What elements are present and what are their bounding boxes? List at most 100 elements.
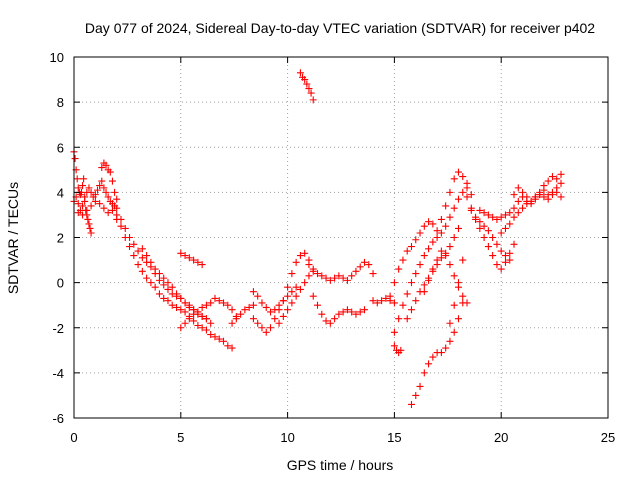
data-point (322, 274, 330, 282)
data-point (326, 319, 334, 327)
data-point (514, 184, 522, 192)
data-point (463, 184, 471, 192)
data-point (151, 265, 159, 273)
data-point (412, 270, 420, 278)
data-point (177, 324, 185, 332)
data-point (429, 220, 437, 228)
data-point (207, 319, 215, 327)
data-point (390, 279, 398, 287)
data-point (96, 200, 104, 208)
data-point (249, 301, 257, 309)
data-point (403, 247, 411, 255)
data-point (459, 292, 467, 300)
data-point (506, 249, 514, 257)
data-point (510, 240, 518, 248)
data-point (425, 276, 433, 284)
data-point (91, 191, 99, 199)
data-point (343, 276, 351, 284)
data-point (296, 252, 304, 260)
data-point (446, 319, 454, 327)
data-series (98, 159, 121, 203)
data-point (134, 261, 142, 269)
data-point (143, 274, 151, 282)
data-point (416, 382, 424, 390)
data-point (173, 303, 181, 311)
data-point (147, 258, 155, 266)
data-point (497, 265, 505, 273)
data-point (318, 310, 326, 318)
data-point (305, 272, 313, 280)
data-point (501, 211, 509, 219)
data-point (429, 265, 437, 273)
data-point (305, 85, 313, 93)
data-point (106, 168, 114, 176)
data-point (476, 224, 484, 232)
data-point (523, 200, 531, 208)
data-point (87, 229, 95, 237)
data-point (531, 193, 539, 201)
data-point (433, 227, 441, 235)
data-point (390, 299, 398, 307)
data-point (130, 240, 138, 248)
data-point (412, 297, 420, 305)
data-point (493, 240, 501, 248)
data-point (506, 220, 514, 228)
data-point (399, 301, 407, 309)
data-point (463, 299, 471, 307)
data-point (514, 197, 522, 205)
data-point (102, 161, 110, 169)
data-point (181, 299, 189, 307)
data-point (245, 303, 253, 311)
data-point (138, 254, 146, 262)
data-point (177, 306, 185, 314)
data-point (262, 328, 270, 336)
data-point (450, 328, 458, 336)
data-series (177, 294, 240, 332)
data-point (365, 261, 373, 269)
data-point (85, 220, 93, 228)
data-point (215, 297, 223, 305)
data-point (284, 306, 292, 314)
data-point (373, 299, 381, 307)
data-point (412, 391, 420, 399)
data-series (296, 69, 317, 104)
x-tick-label: 15 (387, 430, 401, 445)
x-tick-label: 20 (494, 430, 508, 445)
data-point (292, 258, 300, 266)
data-point (211, 333, 219, 341)
data-point (314, 301, 322, 309)
data-point (126, 243, 134, 251)
data-point (224, 301, 232, 309)
data-series (476, 179, 565, 223)
data-series (420, 247, 471, 307)
data-point (177, 294, 185, 302)
data-point (553, 175, 561, 183)
data-point (215, 335, 223, 343)
data-point (476, 206, 484, 214)
y-tick-label: -6 (52, 411, 64, 426)
data-point (207, 331, 215, 339)
data-point (403, 290, 411, 298)
data-point (83, 206, 91, 214)
data-point (102, 188, 110, 196)
grid-lines (74, 57, 608, 418)
data-series (497, 188, 565, 237)
data-point (111, 188, 119, 196)
data-point (168, 301, 176, 309)
data-point (79, 182, 87, 190)
data-point (352, 310, 360, 318)
data-point (84, 215, 92, 223)
data-point (309, 96, 317, 104)
data-point (420, 252, 428, 260)
data-point (288, 288, 296, 296)
data-point (356, 263, 364, 271)
data-point (510, 191, 518, 199)
data-series (138, 245, 210, 323)
data-point (450, 272, 458, 280)
data-point (395, 315, 403, 323)
data-point (557, 193, 565, 201)
data-point (74, 200, 82, 208)
data-point (267, 308, 275, 316)
data-point (104, 209, 112, 217)
data-point (303, 80, 311, 88)
